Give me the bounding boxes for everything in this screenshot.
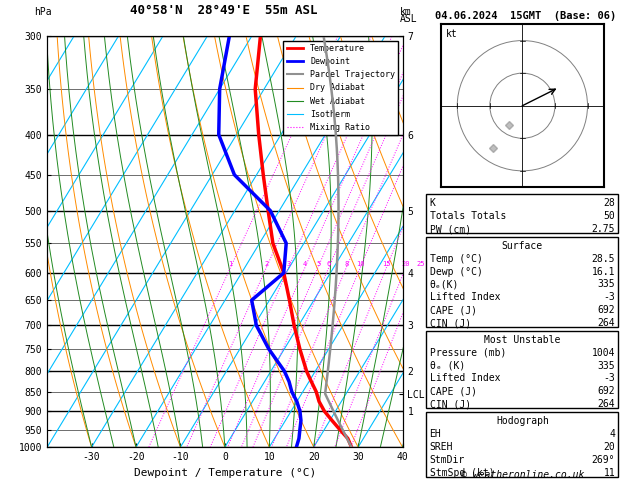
Text: kt: kt <box>446 29 458 39</box>
Legend: Temperature, Dewpoint, Parcel Trajectory, Dry Adiabat, Wet Adiabat, Isotherm, Mi: Temperature, Dewpoint, Parcel Trajectory… <box>284 41 398 135</box>
Text: CIN (J): CIN (J) <box>430 399 470 409</box>
Text: 20: 20 <box>603 442 615 452</box>
Text: 4: 4 <box>303 261 307 267</box>
Text: Dewp (°C): Dewp (°C) <box>430 266 482 277</box>
Text: Lifted Index: Lifted Index <box>430 373 500 383</box>
Text: K: K <box>430 198 435 208</box>
Text: CAPE (J): CAPE (J) <box>430 386 477 397</box>
X-axis label: Dewpoint / Temperature (°C): Dewpoint / Temperature (°C) <box>134 468 316 478</box>
Text: 1004: 1004 <box>592 347 615 358</box>
Text: CAPE (J): CAPE (J) <box>430 305 477 315</box>
Text: PW (cm): PW (cm) <box>430 224 470 234</box>
Text: Pressure (mb): Pressure (mb) <box>430 347 506 358</box>
Text: StmDir: StmDir <box>430 454 465 465</box>
Text: 28: 28 <box>603 198 615 208</box>
Text: km: km <box>399 7 411 17</box>
Text: EH: EH <box>430 429 442 439</box>
Text: 269°: 269° <box>592 454 615 465</box>
Text: 10: 10 <box>356 261 365 267</box>
Text: -3: -3 <box>603 292 615 302</box>
Text: Temp (°C): Temp (°C) <box>430 254 482 264</box>
Text: Surface: Surface <box>502 241 543 251</box>
Text: 6: 6 <box>327 261 331 267</box>
Text: 692: 692 <box>598 386 615 397</box>
Text: 11: 11 <box>603 468 615 478</box>
Text: 15: 15 <box>382 261 391 267</box>
Text: 264: 264 <box>598 399 615 409</box>
Text: 3: 3 <box>287 261 291 267</box>
Text: hPa: hPa <box>35 7 52 17</box>
Text: 25: 25 <box>416 261 425 267</box>
Text: CIN (J): CIN (J) <box>430 318 470 328</box>
Text: Hodograph: Hodograph <box>496 416 549 426</box>
Text: θₑ (K): θₑ (K) <box>430 361 465 371</box>
Text: 5: 5 <box>316 261 320 267</box>
Text: 335: 335 <box>598 279 615 290</box>
Text: Totals Totals: Totals Totals <box>430 211 506 221</box>
Text: 8: 8 <box>344 261 348 267</box>
Text: 2: 2 <box>264 261 269 267</box>
Text: 04.06.2024  15GMT  (Base: 06): 04.06.2024 15GMT (Base: 06) <box>435 11 616 21</box>
Text: 1: 1 <box>228 261 233 267</box>
Text: 50: 50 <box>603 211 615 221</box>
Text: ASL: ASL <box>399 14 417 24</box>
Text: 28.5: 28.5 <box>592 254 615 264</box>
Text: StmSpd (kt): StmSpd (kt) <box>430 468 494 478</box>
Text: SREH: SREH <box>430 442 453 452</box>
Text: 335: 335 <box>598 361 615 371</box>
Text: 16.1: 16.1 <box>592 266 615 277</box>
Text: © weatheronline.co.uk: © weatheronline.co.uk <box>460 470 584 480</box>
Text: Lifted Index: Lifted Index <box>430 292 500 302</box>
Text: Most Unstable: Most Unstable <box>484 335 560 345</box>
Text: 264: 264 <box>598 318 615 328</box>
Text: θₑ(K): θₑ(K) <box>430 279 459 290</box>
Text: 692: 692 <box>598 305 615 315</box>
Text: -3: -3 <box>603 373 615 383</box>
Text: 4: 4 <box>610 429 615 439</box>
Text: 2.75: 2.75 <box>592 224 615 234</box>
Text: 40°58'N  28°49'E  55m ASL: 40°58'N 28°49'E 55m ASL <box>130 4 317 17</box>
Text: 20: 20 <box>401 261 410 267</box>
